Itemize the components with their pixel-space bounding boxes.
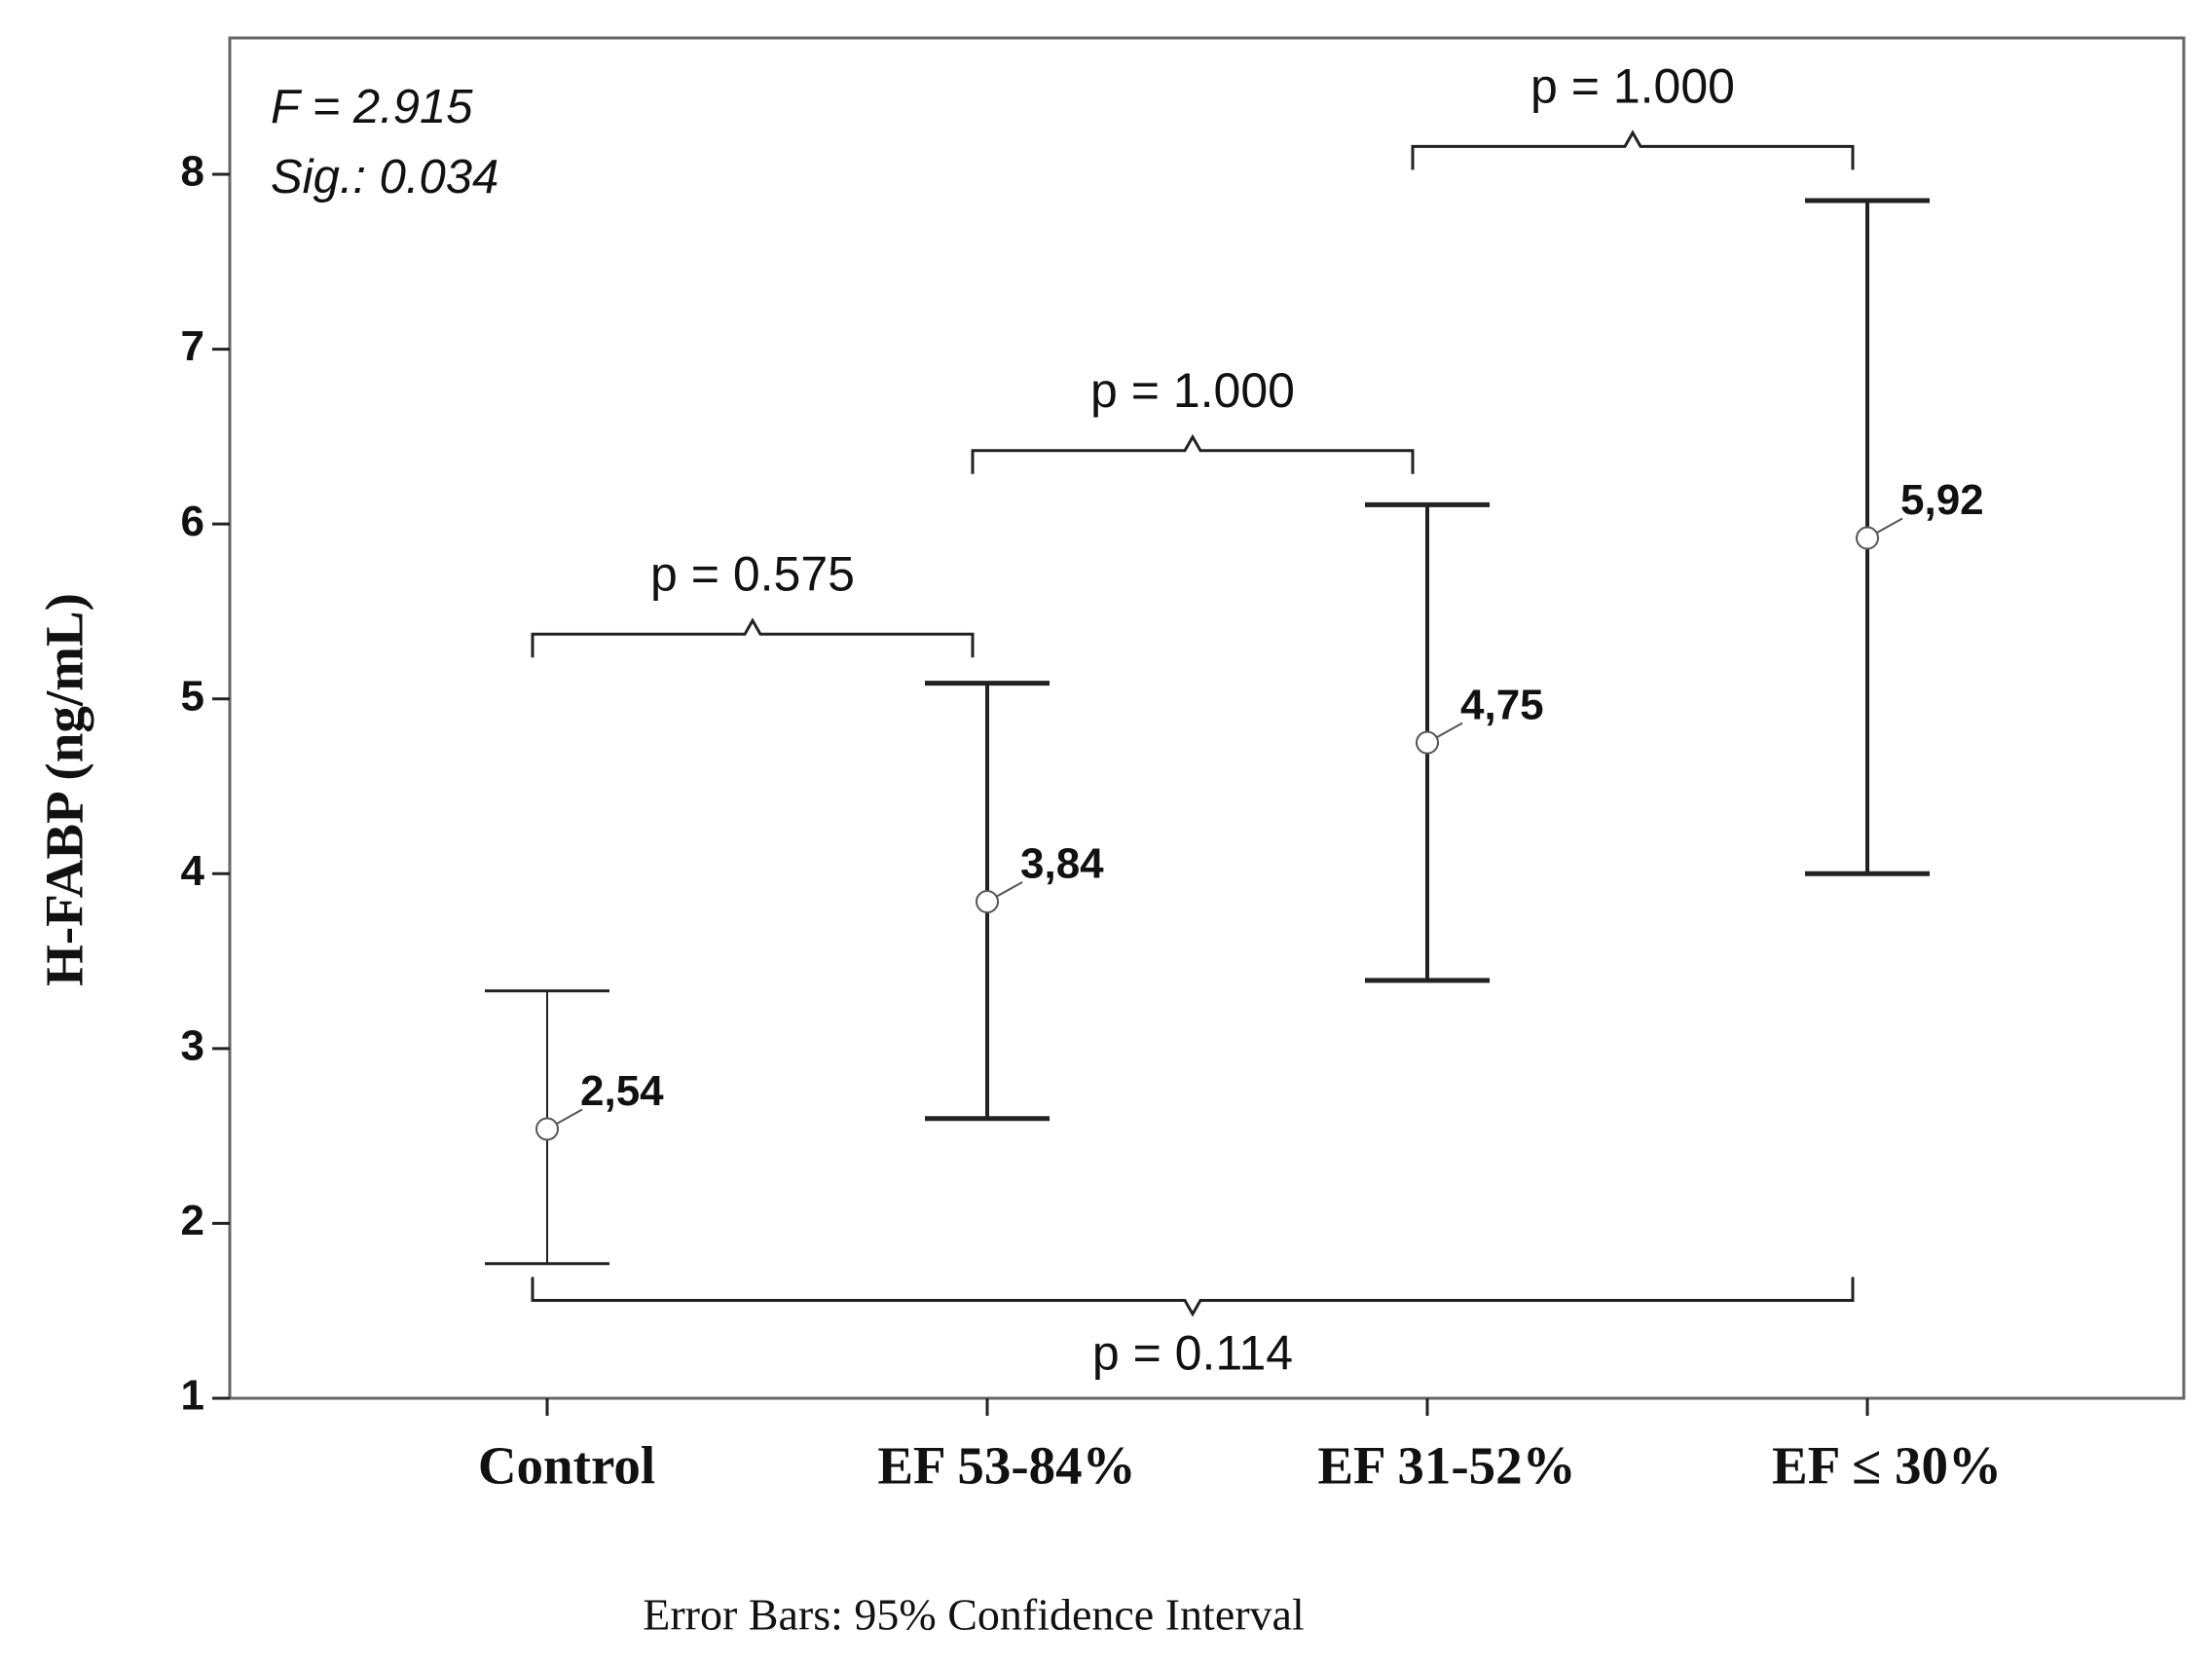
mean-marker [535,1117,559,1141]
comparison-bracket [971,433,1415,474]
comparison-label: p = 1.000 [1530,59,1735,114]
value-label: 3,84 [1020,840,1104,888]
y-axis-label: H-FABP (ng/mL) [35,593,94,986]
label-leader [1435,722,1463,739]
footnote: Error Bars: 95% Confidence Interval [643,1590,1305,1640]
x-tick-label: EF 31-52% [1317,1436,1575,1496]
x-tick-label: EF 53-84% [877,1436,1135,1496]
y-tick-label: 1 [181,1372,204,1420]
y-tick-label: 5 [181,672,204,720]
comparison-label: p = 0.575 [650,547,855,602]
label-leader [555,1108,583,1126]
value-label: 4,75 [1460,681,1544,728]
y-tick-label: 8 [181,148,204,196]
mean-marker [1856,526,1879,550]
label-leader [1875,517,1903,535]
comparison-label: p = 1.000 [1090,363,1295,418]
comparison-bracket [1411,130,1855,170]
value-label: 5,92 [1900,476,1984,524]
annotation: F = 2.915 [271,81,473,133]
label-leader [995,881,1023,898]
comparison-bracket [531,617,975,658]
mean-marker [976,890,999,914]
comparison-label: p = 0.114 [1092,1326,1293,1381]
plot-frame [228,36,2186,1400]
mean-marker [1416,730,1439,755]
y-tick-label: 7 [181,322,204,370]
annotation: Sig.: 0.034 [271,151,498,204]
value-label: 2,54 [580,1067,664,1115]
x-tick-label: Control [478,1436,655,1496]
y-tick-label: 4 [181,847,205,895]
y-tick-label: 6 [181,498,204,545]
x-tick-label: EF ≤ 30% [1772,1436,2002,1496]
y-tick-label: 2 [181,1197,204,1244]
y-tick-label: 3 [181,1021,204,1069]
comparison-bracket [531,1277,1855,1317]
